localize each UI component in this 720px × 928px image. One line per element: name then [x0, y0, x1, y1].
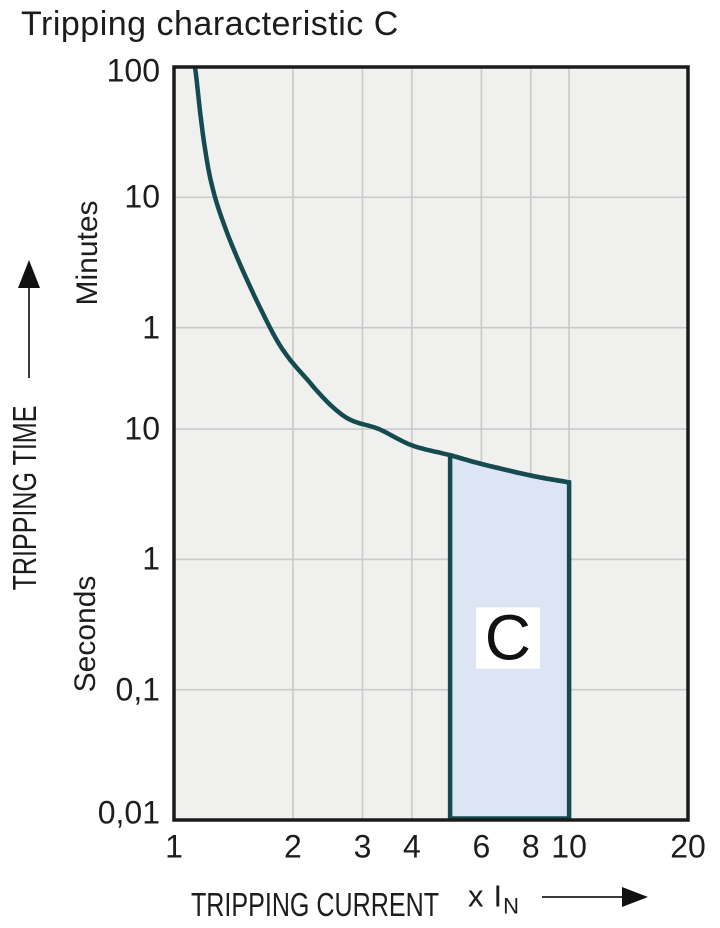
y-axis-unit-seconds: Seconds: [69, 575, 102, 693]
x-tick-label: 3: [353, 828, 372, 865]
x-axis-unit-subscript: N: [503, 893, 520, 919]
y-tick-label: 1: [142, 309, 160, 346]
page-title: Tripping characteristic C: [21, 5, 399, 43]
x-tick-label: 10: [551, 828, 587, 865]
x-tick-label: 2: [284, 828, 302, 865]
plot-background: [174, 67, 688, 820]
x-tick-label: 4: [402, 828, 421, 865]
y-tick-label: 0,01: [97, 794, 160, 831]
tripping-curve: [192, 66, 570, 485]
x-axis-unit-label: x IN: [468, 879, 519, 920]
y-axis-up-arrow-icon: [18, 260, 40, 378]
x-tick-label: 6: [472, 828, 491, 865]
x-tick-label: 8: [521, 828, 540, 865]
x-axis-title: TRIPPING CURRENT: [190, 886, 440, 923]
x-axis-unit-symbol: I: [493, 878, 503, 914]
y-axis-unit-minutes: Minutes: [71, 200, 104, 306]
y-tick-label: 10: [124, 178, 160, 215]
y-axis-title: TRIPPING TIME: [6, 405, 43, 591]
y-tick-label: 100: [106, 52, 160, 89]
y-tick-label: 0,1: [115, 671, 160, 708]
x-tick-label: 1: [165, 828, 183, 865]
plot-border: [172, 65, 690, 822]
region-label: C: [484, 601, 531, 674]
region-label-box: C: [475, 601, 540, 674]
y-tick-label: 1: [142, 540, 160, 577]
x-axis-right-arrow-icon: [542, 887, 648, 907]
y-tick-label: 10: [124, 410, 160, 447]
x-tick-label: 20: [670, 828, 706, 865]
x-axis-unit-prefix: x: [468, 878, 484, 914]
